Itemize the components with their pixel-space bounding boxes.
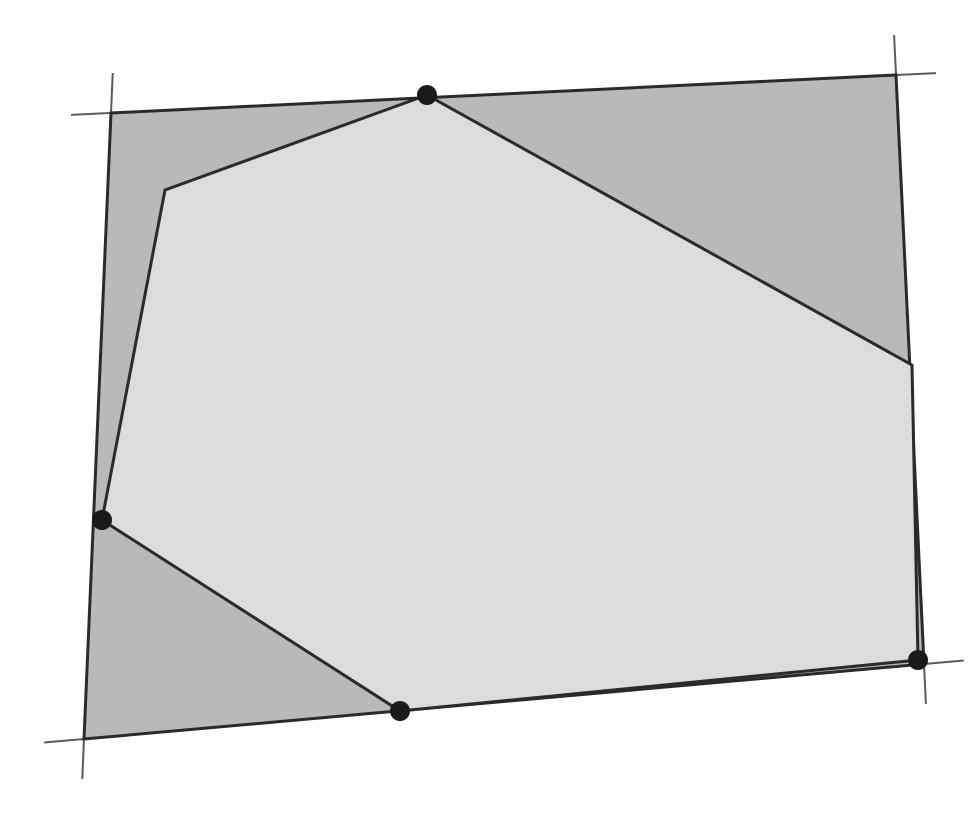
tangent-point — [390, 701, 410, 721]
tangent-point — [908, 650, 928, 670]
tangent-point — [417, 85, 437, 105]
geometry-diagram — [0, 0, 971, 818]
tangent-point — [92, 510, 112, 530]
